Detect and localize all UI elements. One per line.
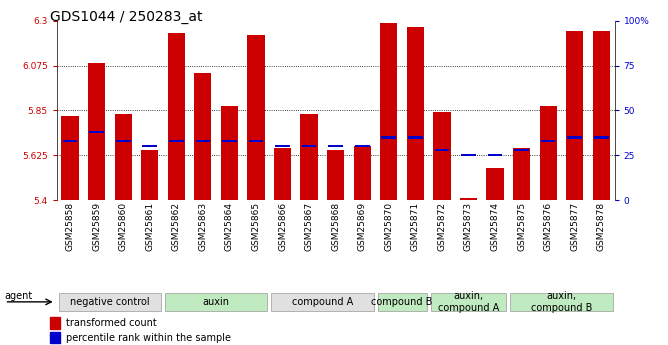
Bar [329,145,343,147]
Text: GSM25869: GSM25869 [358,202,367,251]
Bar [594,136,609,138]
Bar [90,131,104,133]
Text: auxin,
compound B: auxin, compound B [531,291,592,313]
Bar [169,140,184,142]
Bar [460,198,477,200]
Bar [380,23,397,200]
Text: GSM25861: GSM25861 [145,202,154,251]
Bar [196,140,210,142]
Text: GSM25870: GSM25870 [384,202,393,251]
Text: GSM25864: GSM25864 [225,202,234,251]
Bar [194,72,212,200]
Text: GSM25867: GSM25867 [305,202,313,251]
Bar [248,140,263,142]
Bar [50,332,60,344]
Text: agent: agent [5,291,33,301]
Bar [513,148,530,200]
Bar [222,140,236,142]
Bar [302,145,317,147]
Bar [274,148,291,200]
Bar [141,150,158,200]
Bar [567,136,582,138]
Bar [377,293,427,311]
Text: GSM25871: GSM25871 [411,202,420,251]
Text: auxin,
compound A: auxin, compound A [438,291,499,313]
Bar [59,293,161,311]
Text: GSM25875: GSM25875 [517,202,526,251]
Text: transformed count: transformed count [65,318,156,328]
Bar [247,34,265,200]
Bar [593,31,610,200]
Bar [221,106,238,200]
Bar [381,136,396,138]
Bar [63,140,77,142]
Bar [488,154,502,156]
Bar [435,149,450,151]
Text: GSM25878: GSM25878 [597,202,606,251]
Text: GSM25873: GSM25873 [464,202,473,251]
Bar [168,33,185,200]
Bar [407,27,424,200]
Bar [114,115,132,200]
Bar [116,140,130,142]
Bar [353,146,371,200]
Bar [408,136,423,138]
Bar [88,62,106,200]
Text: negative control: negative control [70,297,150,307]
Bar [327,150,344,200]
Bar [510,293,613,311]
Text: GSM25860: GSM25860 [119,202,128,251]
Text: GSM25877: GSM25877 [570,202,579,251]
Text: percentile rank within the sample: percentile rank within the sample [65,333,230,343]
Bar [275,145,290,147]
Bar [301,115,318,200]
Text: GSM25874: GSM25874 [490,202,500,251]
Text: GSM25862: GSM25862 [172,202,181,251]
Bar [461,154,476,156]
Bar [50,317,60,329]
Text: GSM25863: GSM25863 [198,202,207,251]
Bar [566,31,583,200]
Bar [271,293,373,311]
Text: GSM25866: GSM25866 [278,202,287,251]
Bar [514,149,529,151]
Bar [165,293,267,311]
Text: GSM25876: GSM25876 [544,202,552,251]
Text: GSM25868: GSM25868 [331,202,340,251]
Bar [541,140,556,142]
Text: GDS1044 / 250283_at: GDS1044 / 250283_at [50,10,202,24]
Bar [540,106,557,200]
Bar [434,112,450,200]
Text: auxin: auxin [202,297,230,307]
Bar [431,293,506,311]
Text: GSM25859: GSM25859 [92,202,101,251]
Text: GSM25865: GSM25865 [251,202,261,251]
Text: compound A: compound A [292,297,353,307]
Bar [486,168,504,200]
Text: compound B: compound B [371,297,433,307]
Bar [355,145,369,147]
Bar [142,145,157,147]
Text: GSM25872: GSM25872 [438,202,446,251]
Bar [61,116,79,200]
Text: GSM25858: GSM25858 [65,202,75,251]
